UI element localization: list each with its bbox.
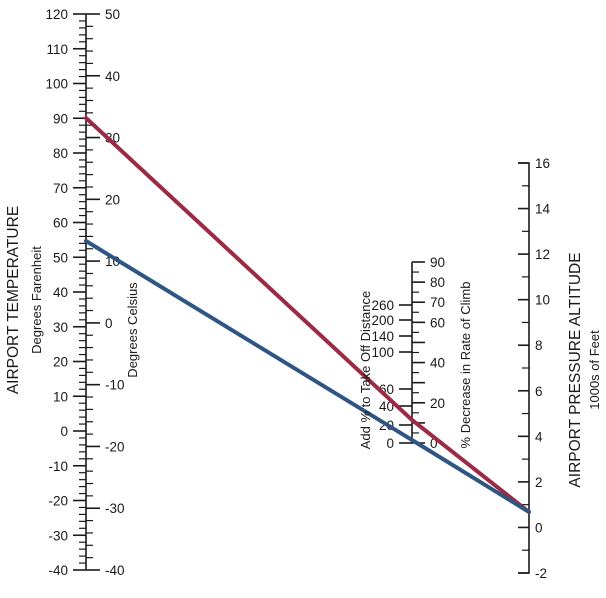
takeoff-tick-label: 140 xyxy=(371,329,394,344)
fahrenheit-tick-label: -40 xyxy=(48,563,68,578)
takeoff-tick-label: 40 xyxy=(379,399,394,414)
altitude-tick-label: 16 xyxy=(535,156,550,171)
altitude-axis-subtitle: 1000s of Feet xyxy=(587,330,602,410)
upper-guide-line xyxy=(84,116,531,514)
altitude-tick-label: 12 xyxy=(535,247,550,262)
takeoff-axis-title: Add % to Take Off Distance xyxy=(358,291,373,450)
celsius-tick-label: 40 xyxy=(105,69,120,84)
fahrenheit-tick-label: -20 xyxy=(48,494,68,509)
fahrenheit-tick-label: 0 xyxy=(60,424,68,439)
fahrenheit-tick-label: 80 xyxy=(53,146,68,161)
climb-tick-label: 70 xyxy=(430,295,445,310)
temperature-axis-title: AIRPORT TEMPERATURE xyxy=(5,206,22,394)
celsius-tick-label: 0 xyxy=(105,316,113,331)
celsius-tick-label: -20 xyxy=(105,439,125,454)
climb-tick-label: 0 xyxy=(430,436,438,451)
climb-tick-label: 80 xyxy=(430,275,445,290)
fahrenheit-tick-label: -30 xyxy=(48,528,68,543)
celsius-tick-label: 50 xyxy=(105,7,120,22)
axis-titles: AIRPORT TEMPERATURE Degrees Farenheit Degr… xyxy=(5,206,602,488)
takeoff-tick-label: 200 xyxy=(371,313,394,328)
fahrenheit-tick-label: 70 xyxy=(53,181,68,196)
fahrenheit-tick-label: 20 xyxy=(53,355,68,370)
altitude-axis-title: AIRPORT PRESSURE ALTITUDE xyxy=(567,252,584,487)
fahrenheit-axis-subtitle: Degrees Farenheit xyxy=(29,246,44,354)
climb-tick-label: 20 xyxy=(430,396,445,411)
celsius-axis-subtitle: Degrees Celsius xyxy=(125,282,140,378)
fahrenheit-tick-label: 40 xyxy=(53,285,68,300)
fahrenheit-tick-label: 110 xyxy=(46,42,68,57)
axis-temperature: 1201101009080706050403020100-10-20-30-40… xyxy=(45,7,124,578)
axis-altitude: 16 14 12 10 8 6 4 2 0 -2 xyxy=(518,156,551,581)
celsius-tick-label: -30 xyxy=(105,501,125,516)
fahrenheit-tick-label: 10 xyxy=(53,389,68,404)
altitude-tick-label: 14 xyxy=(535,202,551,217)
celsius-tick-label: -10 xyxy=(105,378,125,393)
fahrenheit-tick-label: 90 xyxy=(53,111,68,126)
takeoff-tick-label: 260 xyxy=(371,298,394,313)
fahrenheit-tick-label: 30 xyxy=(53,320,68,335)
fahrenheit-tick-label: -10 xyxy=(48,459,68,474)
lower-guide-line xyxy=(84,239,531,514)
fahrenheit-tick-label: 50 xyxy=(53,250,68,265)
fahrenheit-tick-label: 100 xyxy=(45,77,68,92)
altitude-tick-label: 4 xyxy=(535,429,543,444)
climb-tick-label: 40 xyxy=(430,356,445,371)
fahrenheit-tick-label: 120 xyxy=(45,7,68,22)
fahrenheit-tick-label: 60 xyxy=(53,216,68,231)
altitude-tick-label: 8 xyxy=(535,338,543,353)
celsius-tick-label: -40 xyxy=(105,563,125,578)
takeoff-tick-label: 0 xyxy=(386,436,394,451)
guide-lines xyxy=(84,116,531,514)
climb-tick-label: 90 xyxy=(430,255,445,270)
climb-tick-label: 60 xyxy=(430,315,445,330)
altitude-tick-label: -2 xyxy=(535,566,547,581)
climb-axis-title: % Decrease in Rate of Climb xyxy=(458,282,473,449)
altitude-tick-label: 0 xyxy=(535,520,543,535)
takeoff-tick-label: 100 xyxy=(371,345,394,360)
altitude-tick-label: 6 xyxy=(535,384,543,399)
celsius-tick-label: 20 xyxy=(105,192,120,207)
altitude-tick-label: 10 xyxy=(535,293,550,308)
altitude-tick-label: 2 xyxy=(535,475,543,490)
